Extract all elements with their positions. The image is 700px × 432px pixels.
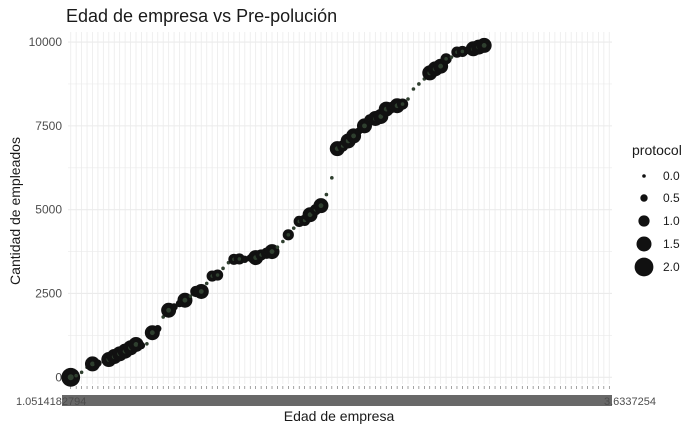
data-point-core [318, 203, 324, 209]
legend-key [640, 194, 648, 202]
data-point [154, 324, 162, 333]
data-point-core [481, 43, 487, 48]
data-point-core [444, 57, 448, 61]
data-point-core [362, 123, 367, 129]
data-point [275, 245, 280, 250]
legend-key [634, 257, 654, 277]
data-point [406, 97, 410, 101]
data-point-core [215, 273, 220, 277]
data-point [221, 266, 225, 271]
data-point-core [307, 212, 313, 218]
chart-title: Edad de empresa vs Pre-polución [66, 6, 337, 26]
data-point-core [182, 297, 188, 303]
data-point-core [286, 233, 291, 237]
data-point-core [460, 49, 465, 54]
data-point-core [67, 374, 74, 381]
y-axis-title: Cantidad de empleados [7, 137, 23, 285]
x-tick-label-last: 3.6337254 [604, 396, 656, 408]
legend-label: 1.5 [663, 237, 680, 251]
data-point-core [90, 361, 95, 367]
legend-label: 0.0 [663, 169, 680, 183]
data-point-core [400, 102, 405, 106]
y-tick-label: 2500 [35, 286, 62, 300]
data-point [291, 226, 296, 230]
y-tick-label: 0 [55, 370, 62, 384]
data-point [137, 341, 146, 350]
data-point-core [438, 63, 444, 69]
x-tick-label-band [62, 395, 612, 406]
data-point [449, 55, 454, 59]
legend-label: 0.5 [663, 191, 680, 205]
data-point [417, 82, 421, 86]
data-point [324, 192, 329, 197]
data-point [204, 281, 209, 286]
x-axis-title: Edad de empresa [284, 408, 395, 424]
data-point [330, 176, 334, 180]
data-point-core [198, 289, 204, 294]
data-point-core [133, 342, 139, 347]
data-points [61, 37, 492, 387]
y-tick-label: 7500 [35, 119, 62, 133]
legend-key [638, 215, 650, 227]
legend-label: 1.0 [663, 214, 680, 228]
data-point-core [166, 307, 172, 313]
y-tick-label: 10000 [29, 35, 63, 49]
data-point [170, 303, 178, 311]
x-tick-label-first: 1.0514182794 [16, 396, 86, 408]
legend-key [636, 236, 652, 252]
data-point-core [269, 249, 275, 254]
y-tick-label: 5000 [35, 203, 62, 217]
data-point [94, 359, 102, 367]
data-point [145, 341, 149, 346]
data-point-core [149, 330, 155, 336]
axis-ticks: 0 2500 5000 7500 10000 1.0514182794 3.6337254 [16, 35, 656, 408]
data-point [188, 294, 193, 298]
legend-title: protocol [632, 142, 682, 158]
data-point [281, 239, 285, 244]
data-point-core [237, 257, 242, 261]
data-point [79, 370, 84, 375]
data-point-core [351, 133, 356, 139]
legend: protocol 0.0 0.5 1.0 1.5 2.0 [632, 142, 682, 277]
plot-grid [68, 32, 612, 384]
legend-key [642, 174, 646, 178]
data-point [411, 87, 416, 91]
legend-label: 2.0 [663, 260, 680, 274]
data-point [74, 373, 78, 378]
